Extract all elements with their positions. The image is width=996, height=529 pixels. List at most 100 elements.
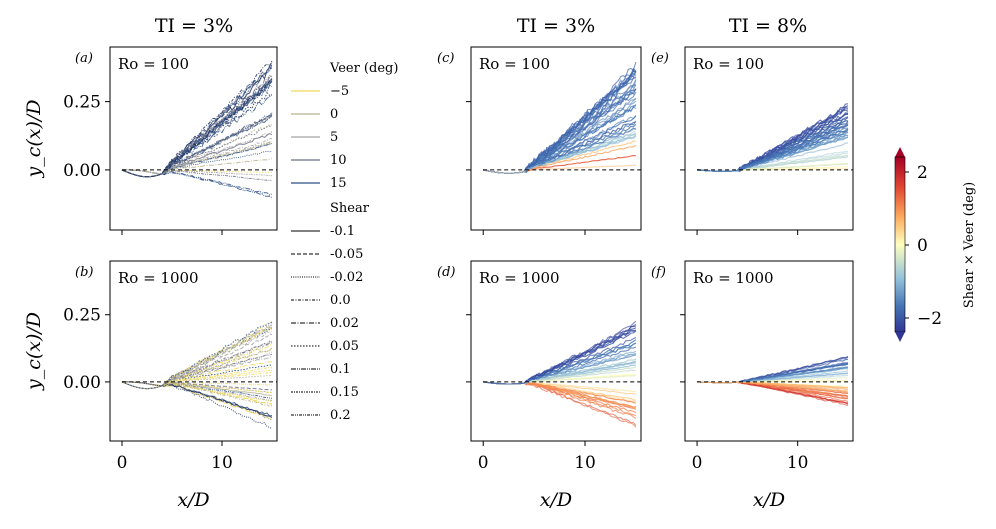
panel-c: (c) Ro = 100	[437, 46, 642, 235]
ro-label: Ro = 1000	[693, 269, 774, 287]
x-tick-label: 0	[117, 453, 128, 473]
colorbar-label: Shear × Veer (deg)	[962, 182, 977, 309]
series-line	[121, 158, 273, 178]
panel-label: (a)	[75, 51, 93, 66]
axes-frame	[684, 46, 854, 231]
panel-d: 0 10 (d) Ro = 1000 x/D	[437, 260, 642, 511]
y-tick-label: 0.25	[63, 93, 101, 113]
y-tick-label: 0.00	[63, 161, 101, 181]
y-tick-label: 0.25	[63, 306, 101, 326]
series-line	[697, 381, 849, 389]
x-tick-label: 10	[211, 453, 233, 473]
colorbar-tick: −2	[917, 309, 942, 329]
series-line	[697, 131, 849, 172]
x-tick-label: 10	[574, 453, 596, 473]
y-axis-label: y_c(x)/D	[23, 99, 45, 178]
panel-label: (d)	[437, 265, 455, 280]
ro-label: Ro = 100	[479, 55, 550, 73]
title-col-2: TI = 3%	[517, 15, 595, 37]
panel-label: (f)	[651, 265, 666, 280]
ro-label: Ro = 100	[118, 55, 189, 73]
series-line	[121, 333, 273, 390]
y-tick-label: 0.00	[63, 373, 101, 393]
legend-veer-label: 5	[330, 130, 338, 145]
legend-veer-label: 0	[330, 107, 338, 122]
colorbar-tick: 2	[917, 163, 928, 183]
legend-shear-label: -0.02	[330, 270, 363, 285]
legend-shear-label: 0.2	[330, 408, 351, 423]
legend-shear-label: -0.05	[330, 247, 363, 262]
legend-shear-label: 0.1	[330, 362, 351, 377]
legend-shear-label: 0.05	[330, 339, 359, 354]
legend-veer-title: Veer (deg)	[329, 61, 398, 76]
series-line	[121, 113, 273, 178]
legend-veer-label: −5	[330, 84, 349, 99]
title-col-3: TI = 8%	[729, 15, 807, 37]
series-line	[121, 330, 273, 390]
title-col-1: TI = 3%	[155, 15, 233, 37]
series-line	[121, 124, 273, 178]
x-tick-label: 10	[787, 453, 809, 473]
legend-veer-label: 15	[330, 176, 347, 191]
x-axis-label: x/D	[753, 489, 785, 511]
series-line	[122, 381, 273, 407]
series-line	[122, 381, 273, 430]
panel-label: (c)	[437, 51, 454, 66]
x-axis-label: x/D	[540, 489, 572, 511]
series-line	[122, 169, 273, 199]
series-line	[122, 169, 273, 177]
panel-f: 0 10 (f) Ro = 1000 x/D	[651, 260, 854, 511]
series-line	[121, 321, 273, 390]
series-line	[121, 321, 273, 390]
ro-label: Ro = 1000	[118, 269, 199, 287]
colorbar-tick: 0	[917, 236, 928, 256]
axes-frame	[684, 260, 854, 442]
series-line	[121, 360, 273, 390]
series-line	[483, 320, 637, 385]
series-line	[121, 80, 273, 178]
colorbar-bar	[894, 156, 906, 333]
series-line	[121, 141, 273, 178]
series-line	[121, 150, 273, 178]
series-line	[121, 125, 273, 178]
legend-shear-title: Shear	[330, 201, 370, 216]
series-line	[121, 142, 273, 178]
series-line	[121, 61, 273, 178]
x-axis-label: x/D	[177, 489, 209, 511]
series-line	[121, 67, 273, 178]
panel-label: (b)	[75, 265, 93, 280]
panel-label: (e)	[651, 51, 669, 66]
series-line	[483, 330, 637, 385]
series-line	[121, 92, 273, 178]
legend-shear-label: -0.1	[330, 224, 355, 239]
series-line	[121, 63, 273, 178]
axes-frame	[470, 46, 642, 231]
series-line	[483, 164, 636, 174]
panel-e: (e) Ro = 100	[651, 46, 854, 235]
colorbar-max-arrow	[895, 147, 905, 157]
series-line	[121, 112, 273, 178]
series-line	[121, 94, 273, 178]
series-line	[483, 134, 637, 174]
legend-shear-label: 0.0	[330, 293, 351, 308]
series-line	[122, 169, 273, 196]
axes-frame	[109, 260, 278, 442]
y-axis-label: y_c(x)/D	[23, 312, 45, 391]
legend-veer-label: 10	[330, 153, 347, 168]
ro-label: Ro = 100	[693, 55, 764, 73]
x-tick-label: 0	[692, 453, 703, 473]
colorbar-min-arrow	[895, 332, 905, 342]
series-line	[121, 364, 273, 390]
axes-frame	[109, 46, 278, 231]
axes-frame	[470, 260, 642, 442]
panel-a: 0.25 0.00 (a) Ro = 100 y_c(x)/D	[23, 46, 278, 235]
legend: Veer (deg) Shear −5 0 5 10 15 -0.1 -0.05 -0.02 0…	[291, 61, 398, 423]
series-line	[121, 80, 273, 178]
panel-b: 0 10 0.25 0.00 (b) Ro = 1000 y_c(x)/D x/D	[23, 260, 278, 511]
x-tick-label: 0	[478, 453, 489, 473]
series-line	[121, 78, 273, 178]
legend-shear-label: 0.15	[330, 385, 359, 400]
colorbar: 2 0 −2 Shear × Veer (deg)	[894, 147, 977, 342]
